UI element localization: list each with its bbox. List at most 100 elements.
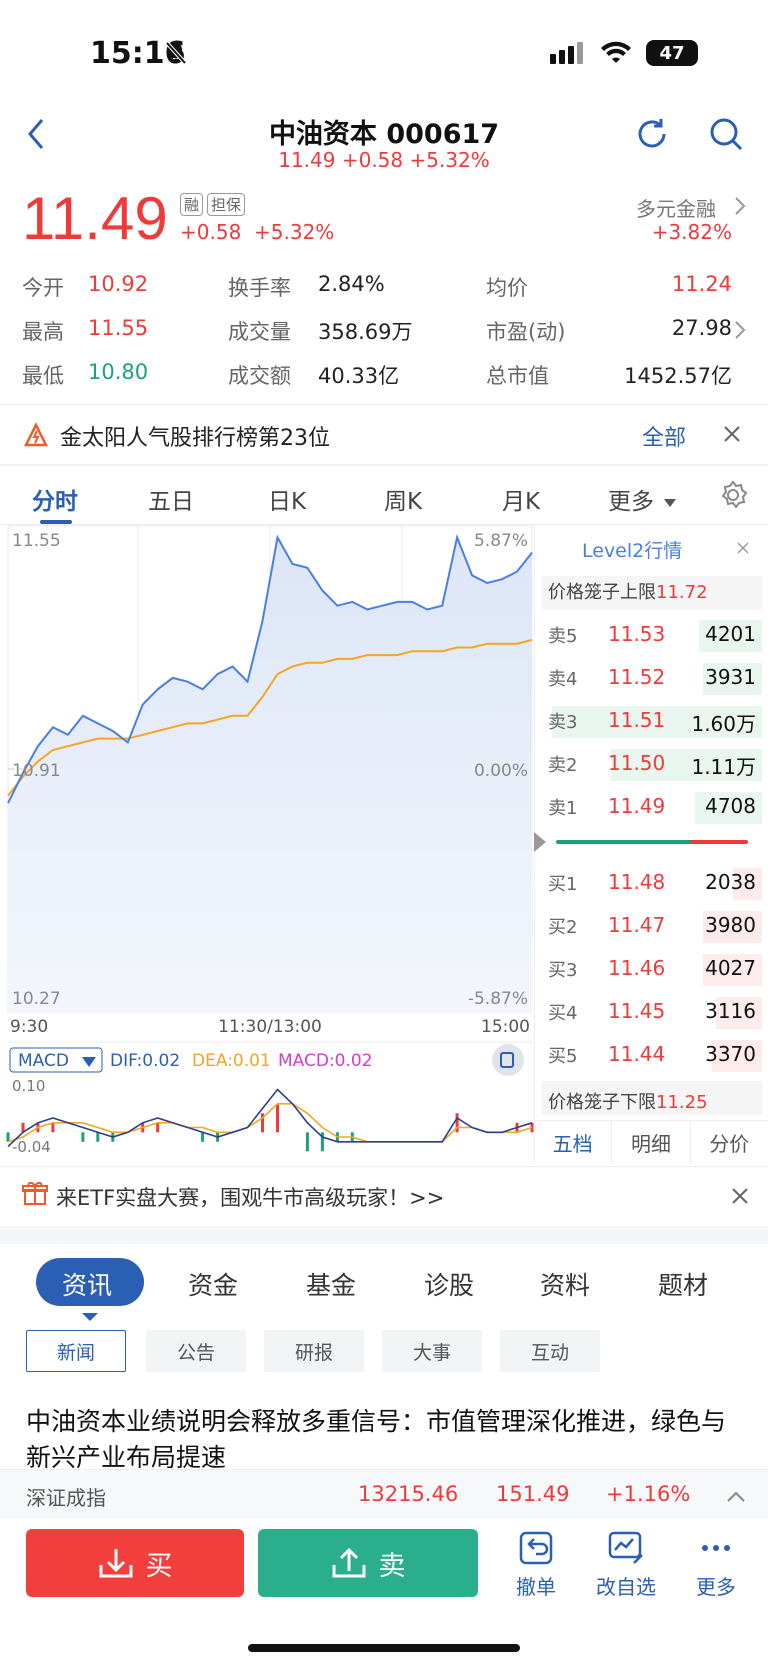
level-volume: 4708: [705, 794, 756, 818]
close-icon[interactable]: [730, 1186, 750, 1210]
x-label-midday: 11:30/13:00: [218, 1017, 322, 1037]
collateral-tag: 担保: [207, 193, 246, 216]
level-volume: 4027: [705, 956, 756, 980]
tab-details[interactable]: 明细: [612, 1121, 691, 1164]
turnover-label: 换手率: [228, 276, 291, 300]
tab-daily-k[interactable]: 日K: [268, 489, 307, 515]
search-icon[interactable]: [708, 116, 744, 156]
level-label: 卖3: [548, 712, 578, 733]
ask-row[interactable]: 卖3 11.51 1.60万: [542, 704, 762, 738]
sell-button[interactable]: 卖: [258, 1529, 478, 1597]
macd-histogram: [6, 1103, 534, 1152]
subtab-research[interactable]: 研报: [264, 1330, 364, 1372]
subtab-announcements[interactable]: 公告: [146, 1330, 246, 1372]
level-volume: 3931: [705, 665, 756, 689]
ask-row[interactable]: 卖4 11.52 3931: [542, 661, 762, 695]
undo-icon: [519, 1531, 553, 1565]
gear-icon[interactable]: [718, 480, 748, 514]
level2-title[interactable]: Level2行情: [582, 540, 683, 562]
level-price: 11.51: [608, 708, 666, 732]
sun-icon: [22, 421, 50, 453]
ask-row[interactable]: 卖1 11.49 4708: [542, 790, 762, 824]
rank-banner-all-link[interactable]: 全部: [642, 426, 687, 451]
pct-mid-label: 0.00%: [474, 761, 528, 781]
edit-watchlist-button[interactable]: 改自选: [586, 1530, 666, 1600]
level-price: 11.49: [608, 794, 666, 818]
high-label: 最高: [22, 320, 64, 344]
tab-news-info[interactable]: 资讯: [62, 1271, 113, 1300]
tab-funds[interactable]: 基金: [306, 1271, 357, 1300]
tab-themes[interactable]: 题材: [658, 1271, 709, 1300]
tab-five-day[interactable]: 五日: [148, 489, 194, 515]
sector-name[interactable]: 多元金融: [636, 197, 716, 221]
tab-diagnosis[interactable]: 诊股: [424, 1271, 475, 1300]
upper-limit-value: 11.72: [656, 582, 708, 603]
expand-arrow-icon[interactable]: [534, 832, 546, 856]
tab-monthly-k[interactable]: 月K: [502, 489, 541, 515]
ask-row[interactable]: 卖5 11.53 4201: [542, 618, 762, 652]
bid-row[interactable]: 买5 11.44 3370: [542, 1038, 762, 1072]
tab-weekly-k[interactable]: 周K: [384, 489, 423, 515]
caret-down-icon[interactable]: [82, 1057, 96, 1067]
tab-price-distribution[interactable]: 分价: [709, 1132, 750, 1156]
index-percent: +1.16%: [606, 1482, 691, 1506]
index-bar[interactable]: [0, 1469, 768, 1519]
cancel-order-button[interactable]: 撤单: [496, 1530, 576, 1600]
volume-bar: [733, 868, 762, 900]
etf-banner-text[interactable]: 来ETF实盘大赛，围观牛市高级玩家！>>: [56, 1186, 445, 1210]
level-label: 买2: [548, 917, 578, 938]
rank-banner-text[interactable]: 金太阳人气股排行榜第23位: [60, 426, 330, 451]
stock-tags: 融担保: [180, 193, 249, 216]
subtab-interaction[interactable]: 互动: [500, 1330, 600, 1372]
pe-value[interactable]: 27.98: [671, 316, 732, 340]
mcap-value: 1452.57亿: [624, 364, 732, 388]
subtab-events[interactable]: 大事: [382, 1330, 482, 1372]
macd-dea: DEA:0.01: [192, 1051, 271, 1071]
close-icon[interactable]: [736, 540, 750, 559]
tab-five-levels[interactable]: 五档: [534, 1121, 613, 1164]
tab-more[interactable]: 更多: [608, 489, 654, 515]
news-headline[interactable]: 中油资本业绩说明会释放多重信号：市值管理深化推进，绿色与新兴产业布局提速: [26, 1407, 726, 1468]
level-price: 11.50: [608, 751, 666, 775]
ask-row[interactable]: 卖2 11.50 1.11万: [542, 747, 762, 781]
nav-subtitle: 11.49 +0.58 +5.32%: [278, 148, 490, 172]
gift-icon: [22, 1180, 48, 1210]
caret-down-icon[interactable]: [664, 492, 676, 511]
level-volume: 3980: [705, 913, 756, 937]
close-icon[interactable]: [722, 424, 742, 448]
more-button[interactable]: 更多: [676, 1530, 756, 1600]
bid-row[interactable]: 买3 11.46 4027: [542, 952, 762, 986]
bid-row[interactable]: 买4 11.45 3116: [542, 995, 762, 1029]
macd-selector[interactable]: [9, 1047, 103, 1073]
refresh-icon[interactable]: [634, 116, 670, 156]
level-label: 卖5: [548, 626, 578, 647]
amount-value: 40.33亿: [318, 364, 400, 388]
tab-profile[interactable]: 资料: [540, 1271, 591, 1300]
chevron-right-icon[interactable]: [734, 196, 746, 220]
bid-row[interactable]: 买1 11.48 2038: [542, 866, 762, 900]
bid-row[interactable]: 买2 11.47 3980: [542, 909, 762, 943]
buy-button[interactable]: 买: [26, 1529, 244, 1597]
high-value: 11.55: [88, 316, 149, 340]
level-price: 11.44: [608, 1042, 666, 1066]
volume-bar: [703, 663, 762, 695]
tab-capital[interactable]: 资金: [188, 1271, 239, 1300]
signal-icon: [550, 42, 583, 64]
lower-limit-label: 价格笼子下限: [548, 1092, 656, 1113]
rotate-icon[interactable]: [492, 1044, 524, 1076]
chevron-right-icon[interactable]: [734, 320, 746, 344]
change-percent: +5.32%: [254, 220, 335, 244]
back-icon[interactable]: [24, 116, 48, 156]
lower-limit: 价格笼子下限11.25: [548, 1088, 708, 1114]
chevron-up-icon[interactable]: [726, 1488, 746, 1507]
volume-bar: [611, 749, 762, 781]
sector-change: +3.82%: [651, 220, 732, 244]
intraday-chart[interactable]: 11.55 10.91 10.27 5.87% 0.00% -5.87% 9:3…: [0, 524, 534, 1164]
tab-intraday[interactable]: 分时: [32, 489, 78, 515]
volume-bar: [695, 792, 762, 824]
open-label: 今开: [22, 276, 64, 300]
home-indicator: [248, 1644, 520, 1652]
pct-bottom-label: -5.87%: [468, 989, 528, 1009]
subtab-news[interactable]: 新闻: [26, 1330, 126, 1372]
divider: [0, 1166, 768, 1167]
